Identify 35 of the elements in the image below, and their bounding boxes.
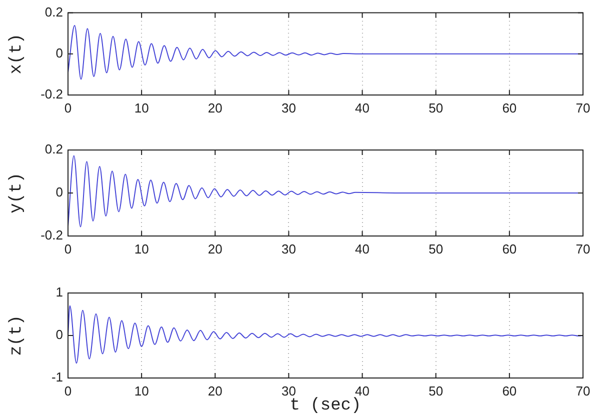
x-tick-label: 60 [502, 383, 517, 398]
y-tick-label: 0 [56, 327, 63, 342]
x-tick-label: 40 [355, 100, 370, 116]
x-axis-title: t (sec) [290, 396, 362, 416]
x-tick-label: 50 [428, 241, 444, 256]
x-tick-label: 30 [281, 383, 296, 398]
y-tick-label: -0.2 [40, 86, 63, 102]
x-tick-label: 40 [355, 241, 370, 256]
x-tick-label: 10 [134, 241, 149, 256]
y-tick-label: 0 [56, 184, 63, 200]
y-tick-label: -0.2 [40, 228, 63, 243]
x-tick-label: 70 [576, 383, 590, 398]
y-tick-label: 0 [56, 45, 63, 60]
x-tick-label: 70 [576, 241, 590, 256]
y-axis-title: y(t) [8, 172, 27, 214]
y-axis-title: x(t) [8, 33, 27, 74]
x-tick-label: 20 [208, 100, 222, 116]
x-tick-label: 50 [428, 100, 444, 116]
y-tick-label: 0.2 [44, 4, 63, 20]
x-tick-label: 50 [428, 383, 444, 398]
x-tick-label: 40 [355, 383, 370, 398]
line-series [68, 305, 583, 364]
x-tick-label: 60 [502, 100, 517, 116]
x-tick-label: 10 [134, 383, 149, 398]
x-tick-label: 20 [208, 383, 222, 398]
y-tick-label: 1 [56, 284, 63, 300]
x-tick-label: 70 [576, 100, 590, 116]
x-tick-label: 20 [208, 241, 222, 256]
y-tick-label: 0.2 [44, 142, 63, 157]
y-axis-title: z(t) [8, 315, 27, 356]
x-tick-label: 10 [134, 100, 149, 116]
x-tick-label: 60 [502, 241, 517, 256]
x-tick-label: 30 [281, 100, 296, 116]
y-tick-label: -1 [51, 370, 63, 385]
x-tick-label: 30 [281, 241, 296, 256]
